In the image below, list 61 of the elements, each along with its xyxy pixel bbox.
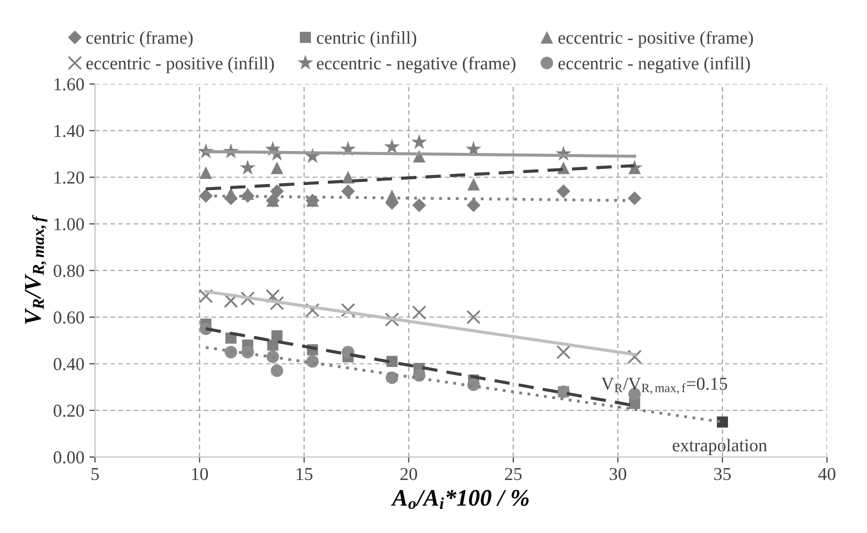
point — [384, 138, 400, 154]
point — [716, 416, 728, 428]
x-tick-label: 35 — [714, 468, 731, 480]
y-tick-label: 0.80 — [54, 264, 84, 278]
point — [241, 187, 254, 200]
point — [200, 166, 212, 179]
point — [627, 350, 642, 364]
legend-label: eccentric - negative (frame) — [316, 56, 516, 74]
point — [466, 310, 481, 324]
point — [340, 302, 356, 318]
point — [556, 344, 571, 360]
y-tick-label: 1.60 — [54, 78, 84, 91]
legend-label: eccentric - negative (infill) — [558, 56, 750, 74]
legend-label: centric (infill) — [316, 30, 416, 48]
y-axis-title: V$_{R}$/V$_{R,max,f}$ — [25, 214, 48, 324]
legend-label: centric (frame) — [86, 30, 193, 48]
point — [467, 178, 480, 190]
point — [556, 184, 570, 198]
point — [342, 171, 354, 184]
point — [266, 350, 280, 364]
point — [240, 160, 256, 175]
x-tick-label: 30 — [610, 468, 626, 480]
point — [305, 302, 320, 318]
x-tick-label: 25 — [505, 468, 522, 480]
point — [384, 312, 400, 327]
point — [240, 291, 255, 306]
point — [266, 288, 280, 304]
y-tick-label: 0.60 — [54, 311, 84, 324]
annotation: extrapolation — [672, 438, 768, 456]
legend-label: eccentric - positive (frame) — [558, 30, 753, 48]
y-tick-label: 0.20 — [54, 404, 84, 417]
x-tick-label: 10 — [192, 468, 208, 480]
point — [628, 191, 642, 206]
x-tick-label: 5 — [92, 468, 99, 480]
x-tick-label: 20 — [400, 468, 418, 480]
point — [224, 346, 238, 358]
annotation: V$_{R}$/V$_{R,max,f}$=0.15 — [601, 378, 728, 394]
point — [411, 134, 428, 150]
y-tick-label: 0.40 — [54, 358, 84, 370]
point — [270, 162, 284, 174]
y-tick-label: 1.00 — [54, 218, 84, 230]
x-tick-label: 15 — [296, 468, 312, 480]
point — [198, 189, 213, 203]
point — [270, 296, 284, 310]
y-tick-label: 0.00 — [54, 451, 84, 464]
point — [198, 288, 213, 304]
x-axis-title: A$_{o}$/A$_{i}$*100 / % — [390, 490, 529, 510]
point — [412, 198, 426, 212]
x-tick-label: 40 — [818, 468, 836, 480]
point — [271, 330, 283, 342]
point — [270, 364, 284, 377]
point — [341, 184, 355, 198]
point — [270, 184, 284, 198]
y-tick-label: 1.40 — [54, 124, 84, 138]
point — [412, 305, 426, 320]
point — [386, 356, 398, 367]
point — [466, 198, 480, 212]
point — [241, 346, 254, 358]
y-tick-label: 1.20 — [54, 172, 84, 184]
legend-label: eccentric - positive (infill) — [86, 56, 274, 74]
point — [224, 187, 238, 200]
